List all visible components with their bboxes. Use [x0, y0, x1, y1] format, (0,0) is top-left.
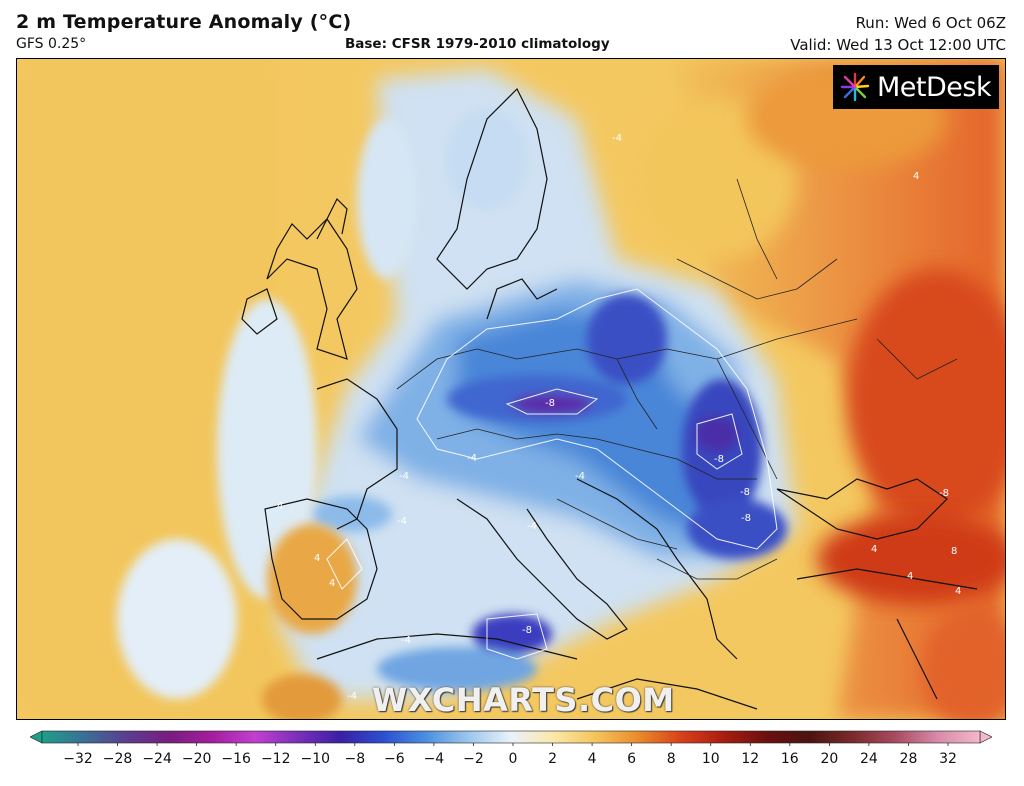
colorbar-tick-label: −24	[142, 751, 172, 767]
colorbar-tick-label: −32	[63, 751, 93, 767]
colorbar-min-arrow	[30, 730, 43, 744]
svg-text:-4: -4	[575, 471, 585, 482]
colorbar-svg: −32 −28 −24 −20 −16 −12 −10 −8 −6 −4 −2 0 2 4 6 8 10 12 16…	[30, 730, 992, 767]
svg-text:4: 4	[277, 501, 283, 512]
svg-text:-4: -4	[347, 691, 357, 702]
svg-text:4: 4	[913, 171, 919, 182]
svg-text:-4: -4	[467, 453, 477, 464]
colorbar-tick-label: 0	[509, 751, 518, 767]
svg-text:-8: -8	[939, 488, 949, 499]
colorbar-tick-label: 16	[781, 751, 799, 767]
wxcharts-watermark: WXCHARTS.COM	[372, 681, 675, 719]
valid-time-label: Valid: Wed 13 Oct 12:00 UTC	[790, 36, 1006, 54]
colorbar-tick-label: −20	[182, 751, 212, 767]
svg-text:-4: -4	[401, 635, 411, 646]
colorbar-max-arrow	[979, 730, 992, 744]
colorbar-tick-label: 2	[548, 751, 557, 767]
colorbar-tick-label: 24	[860, 751, 878, 767]
colorbar-tick-label: 8	[667, 751, 676, 767]
temperature-anomaly-map: -4 -8 -4 -8 -8 -8 -4 -4 -8 4 -4 4 -4 -8 …	[16, 58, 1006, 720]
model-label: GFS 0.25°	[16, 36, 87, 52]
svg-text:-8: -8	[522, 625, 532, 636]
colorbar-tick-label: 32	[939, 751, 957, 767]
map-header: 2 m Temperature Anomaly (°C) GFS 0.25° B…	[0, 0, 1024, 58]
run-time-label: Run: Wed 6 Oct 06Z	[855, 14, 1006, 32]
colorbar-tick-label: −8	[344, 751, 365, 767]
svg-text:-8: -8	[741, 513, 751, 524]
colorbar-scale	[41, 730, 981, 744]
colorbar-tick-label: −6	[384, 751, 405, 767]
colorbar-tick-label: −12	[261, 751, 291, 767]
map-canvas: -4 -8 -4 -8 -8 -8 -4 -4 -8 4 -4 4 -4 -8 …	[17, 59, 1005, 719]
svg-text:4: 4	[955, 586, 961, 597]
coastlines	[241, 87, 978, 710]
colorbar-tick-label: −10	[300, 751, 330, 767]
colorbar: −32 −28 −24 −20 −16 −12 −10 −8 −6 −4 −2 0 2 4 6 8 10 12 16…	[30, 726, 992, 786]
svg-text:4: 4	[907, 571, 913, 582]
contour-lines	[326, 288, 778, 660]
svg-text:-4: -4	[527, 521, 537, 532]
colorbar-tick-label: 20	[820, 751, 838, 767]
climatology-base-label: Base: CFSR 1979-2010 climatology	[345, 36, 610, 52]
colorbar-tick-label: 10	[702, 751, 720, 767]
svg-text:-4: -4	[612, 133, 622, 144]
svg-text:8: 8	[951, 546, 957, 557]
colorbar-tick-label: −16	[221, 751, 251, 767]
logo-text: MetDesk	[877, 71, 992, 103]
svg-text:-8: -8	[740, 487, 750, 498]
svg-text:4: 4	[329, 578, 335, 589]
svg-text:-4: -4	[399, 471, 409, 482]
colorbar-tick-label: −28	[103, 751, 133, 767]
map-title: 2 m Temperature Anomaly (°C)	[16, 11, 352, 33]
metdesk-logo: MetDesk	[833, 65, 999, 109]
svg-text:4: 4	[314, 553, 320, 564]
svg-text:4: 4	[871, 544, 877, 555]
colorbar-tick-label: −2	[463, 751, 484, 767]
colorbar-tick-label: 4	[588, 751, 597, 767]
svg-text:-8: -8	[545, 398, 555, 409]
colorbar-tick-label: 12	[741, 751, 759, 767]
colorbar-tick-label: 6	[627, 751, 636, 767]
colorbar-tick-label: 28	[900, 751, 918, 767]
contour-labels: -4 -8 -4 -8 -8 -8 -4 -4 -8 4 -4 4 -4 -8 …	[277, 133, 961, 702]
starburst-icon	[840, 72, 870, 102]
svg-text:-8: -8	[714, 454, 724, 465]
colorbar-tick-label: −4	[424, 751, 445, 767]
svg-text:-4: -4	[397, 516, 407, 527]
